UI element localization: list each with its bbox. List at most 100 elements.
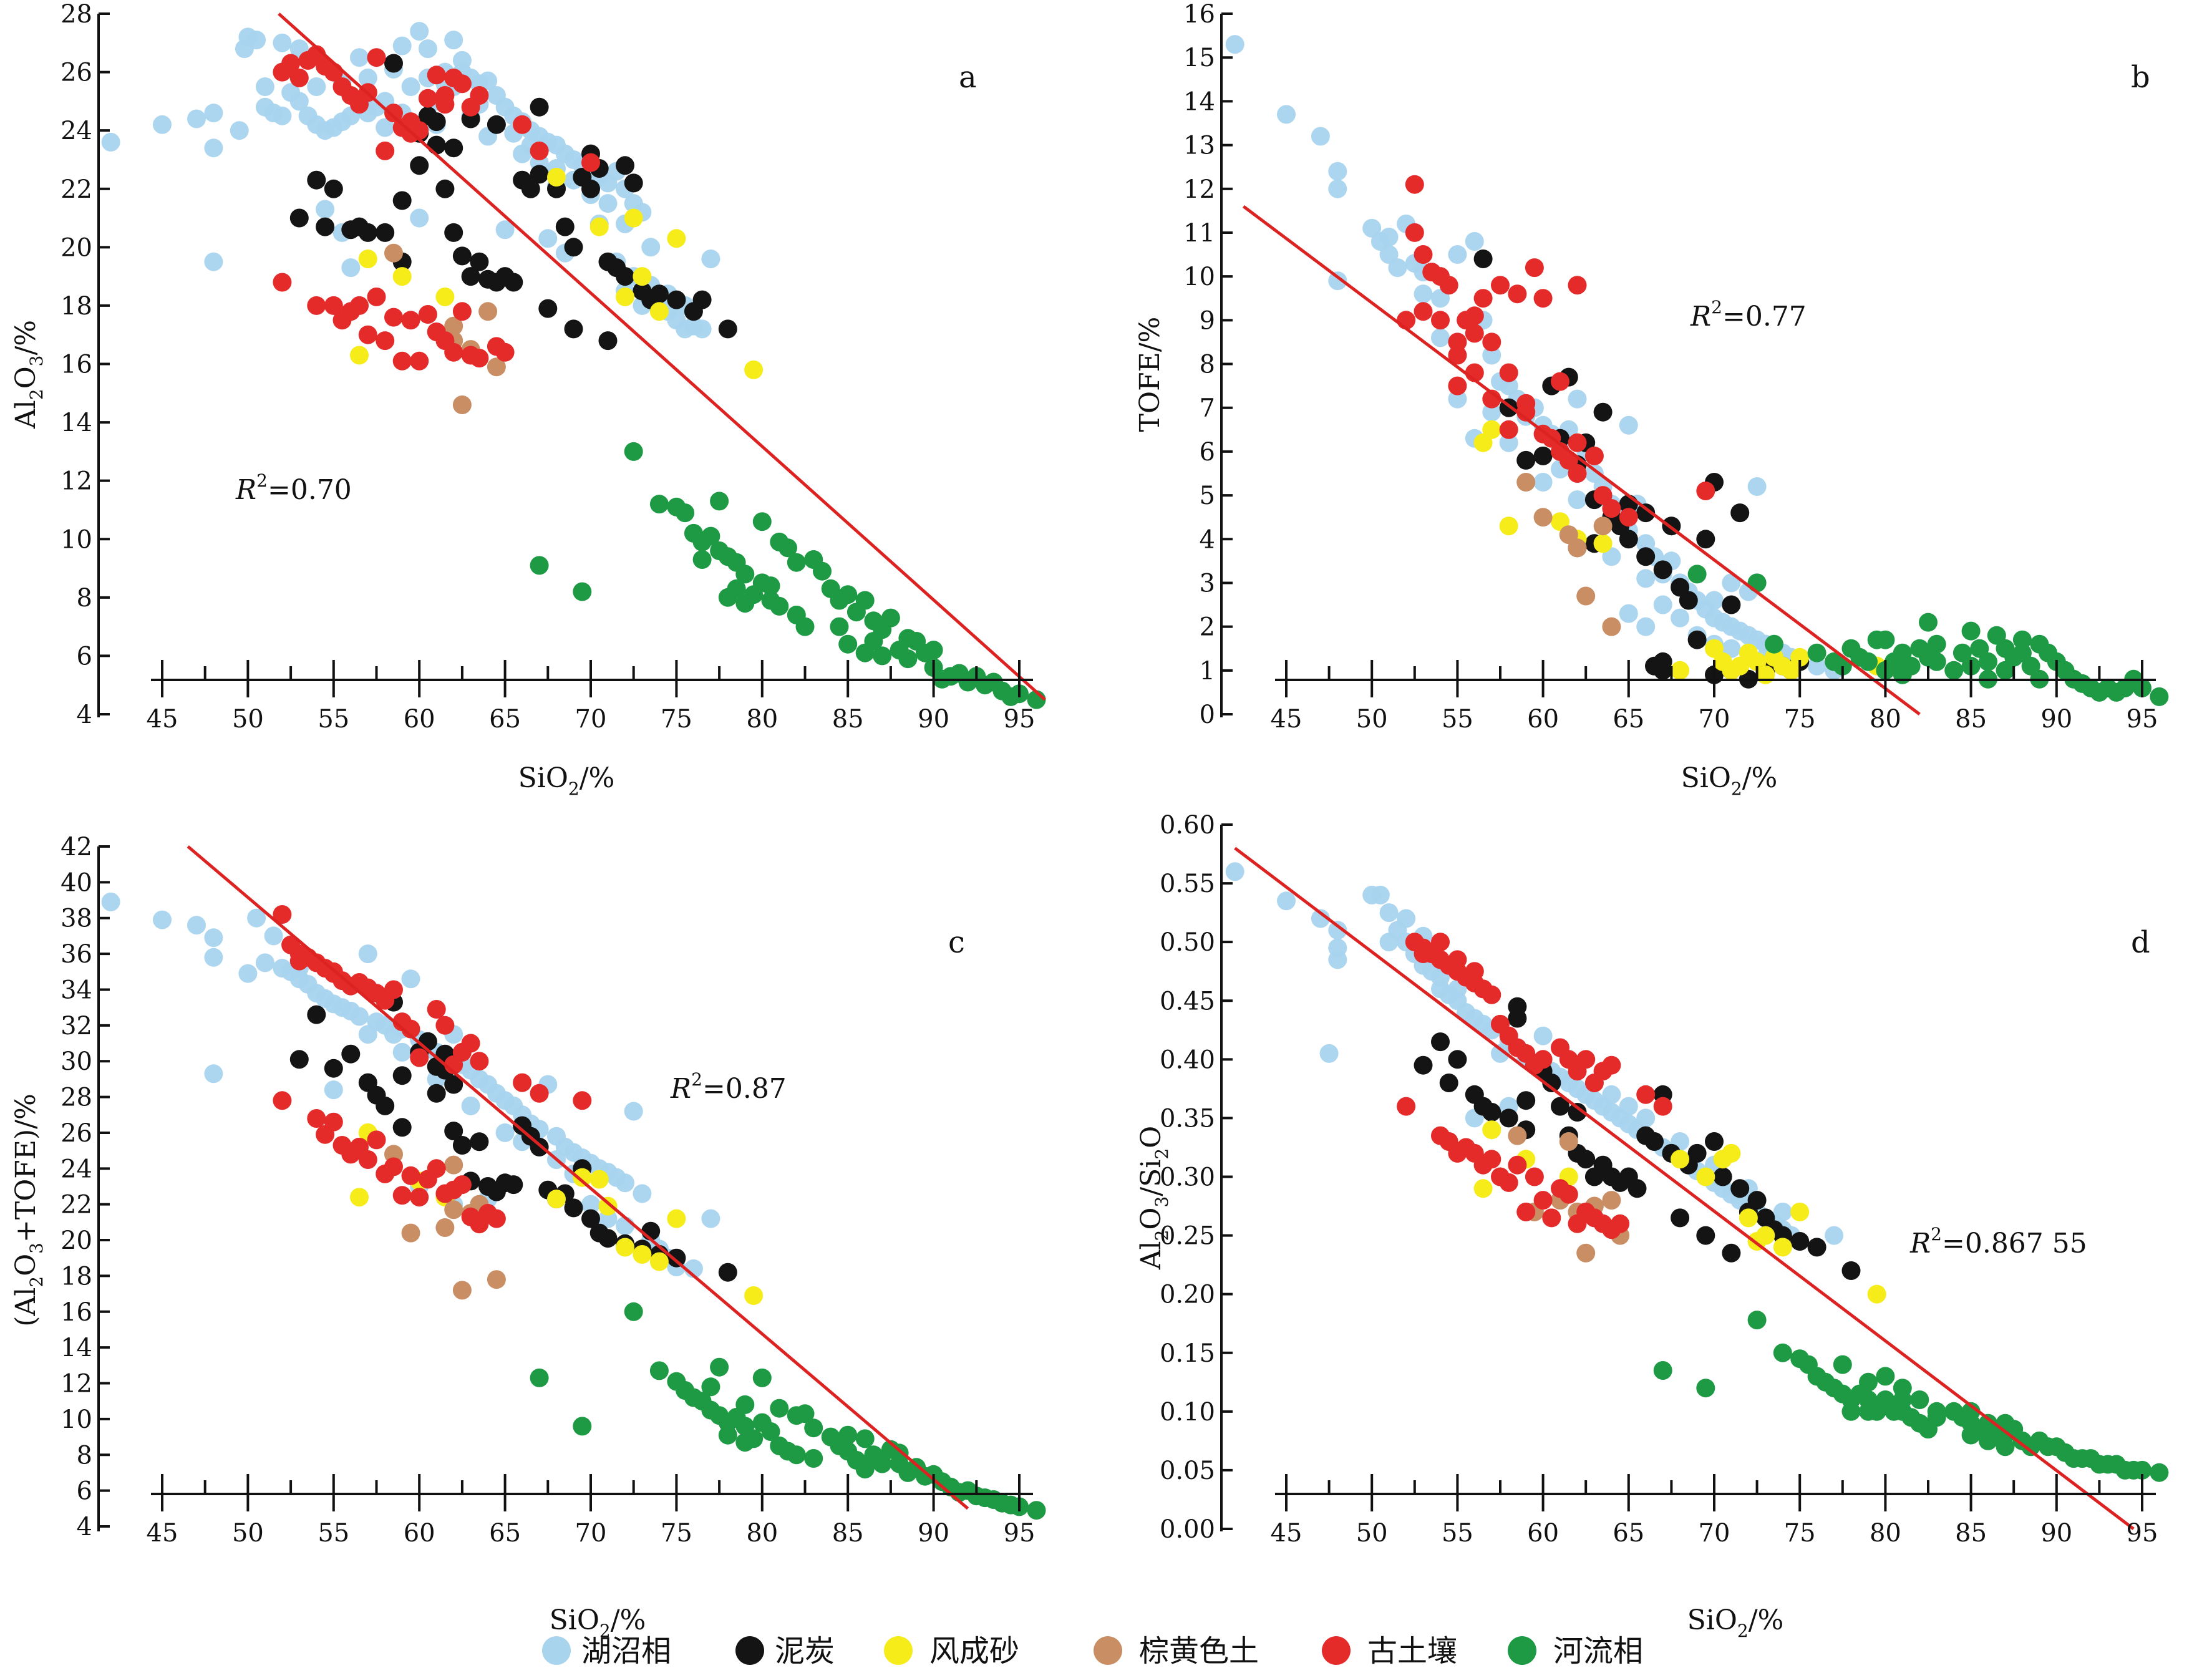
chart-b-point-fluvial xyxy=(1807,643,1826,662)
chart-a-point-fluvial xyxy=(787,553,806,572)
chart-a-point-paleosol xyxy=(392,351,412,371)
chart-a-point-lake xyxy=(153,115,172,134)
chart-a-point-lake xyxy=(341,258,361,278)
chart-d-point-lake xyxy=(1328,921,1347,940)
legend-swatch-peat xyxy=(735,1636,764,1665)
chart-a-point-lake xyxy=(204,104,223,123)
chart-d-point-aeolian xyxy=(1773,1238,1792,1257)
chart-a-x-ticks: 45 50 55 60 65 70 75 80 85 90 95 xyxy=(147,660,1035,734)
chart-a-point-paleosol xyxy=(307,296,326,315)
chart-a-x-tick-label: 45 xyxy=(147,705,178,734)
chart-d-point-fluvial xyxy=(1833,1355,1852,1374)
chart-d-point-paleosol xyxy=(1482,1150,1501,1169)
chart-a-point-paleosol xyxy=(452,302,472,321)
legend-label-aeolian: 风成砂 xyxy=(929,1634,1019,1668)
chart-d-point-peat xyxy=(1790,1232,1810,1251)
chart-b-x-tick-label: 90 xyxy=(2040,705,2072,734)
chart-a-point-lake xyxy=(255,77,274,96)
chart-d-point-lake xyxy=(1319,1044,1339,1063)
chart-c-x-tick-label: 50 xyxy=(232,1519,264,1548)
chart-c-points xyxy=(101,892,1046,1520)
chart-a-point-peat xyxy=(427,135,446,155)
chart-c-point-aeolian xyxy=(350,1188,369,1207)
chart-b-y-tick-label: 6 xyxy=(1200,438,1215,467)
chart-d-point-peat xyxy=(1705,1132,1724,1151)
chart-b-point-paleosol xyxy=(1568,464,1587,483)
chart-b-point-peat xyxy=(1653,652,1672,671)
chart-a-point-fluvial xyxy=(855,591,875,610)
chart-c-point-paleosol xyxy=(452,1175,472,1195)
chart-c-point-fluvial xyxy=(649,1361,669,1380)
chart-c-point-aeolian xyxy=(649,1252,669,1271)
chart-a-point-lake xyxy=(204,252,223,271)
chart-c-point-aeolian xyxy=(667,1209,686,1228)
chart-c-point-aeolian xyxy=(547,1190,566,1209)
chart-c-point-fluvial xyxy=(804,1449,823,1468)
chart-a-point-fluvial xyxy=(692,550,712,569)
chart-b-point-lake xyxy=(1636,569,1656,588)
chart-a-point-peat xyxy=(718,319,737,339)
chart-c-point-paleosol xyxy=(401,1166,420,1185)
chart-c-point-fluvial xyxy=(530,1368,549,1387)
chart-a-point-fluvial xyxy=(573,582,592,601)
chart-c-point-lake xyxy=(358,1025,377,1044)
chart-a-point-fluvial xyxy=(770,596,789,616)
chart-c-point-lake xyxy=(204,928,223,948)
chart-a-point-lake xyxy=(392,36,412,56)
chart-d-point-peat xyxy=(1431,1032,1450,1052)
chart-c-point-paleosol xyxy=(384,1157,403,1176)
chart-c-point-peat xyxy=(376,1096,395,1115)
chart-b-point-peat xyxy=(1653,560,1672,579)
chart-a-point-lake xyxy=(418,39,437,59)
chart-c-y-tick-label: 22 xyxy=(61,1191,92,1219)
chart-d-y-tick-label: 0.05 xyxy=(1160,1457,1215,1485)
chart-d-point-peat xyxy=(1730,1179,1750,1198)
chart-d-point-fluvial xyxy=(1961,1402,1981,1421)
chart-d-point-fluvial xyxy=(1859,1372,1878,1392)
chart-d-x-ticks: 45 50 55 60 65 70 75 80 85 90 95 xyxy=(1271,1474,2158,1548)
chart-d-point-peat xyxy=(1516,1091,1536,1110)
chart-a-x-tick-label: 85 xyxy=(832,705,864,734)
chart-c-point-paleosol xyxy=(435,1016,455,1035)
chart-a-point-peat xyxy=(667,290,686,309)
chart-a-x-axis-title: SiO2/% xyxy=(518,762,615,799)
chart-b-point-brown xyxy=(1602,617,1621,636)
chart-a-y-ticks: 4 6 8 10 12 14 16 18 20 22 24 26 28 xyxy=(61,0,110,729)
chart-d-point-aeolian xyxy=(1473,1179,1493,1198)
chart-d-point-fluvial xyxy=(1653,1361,1672,1380)
chart-a-point-peat xyxy=(418,106,437,125)
chart-b-x-tick-label: 70 xyxy=(1699,705,1730,734)
chart-a-point-fluvial xyxy=(530,556,549,575)
chart-c-point-paleosol xyxy=(392,1186,412,1205)
chart-b-y-tick-label: 1 xyxy=(1200,657,1215,686)
legend-item-brown: 棕黄色土 xyxy=(1094,1634,1259,1668)
chart-a-point-peat xyxy=(564,238,583,257)
chart-c-point-lake xyxy=(324,994,343,1014)
chart-c-point-peat xyxy=(470,1132,489,1152)
chart-a-point-peat xyxy=(444,138,463,158)
chart-a-point-fluvial xyxy=(795,617,815,636)
chart-d-y-tick-label: 0.00 xyxy=(1160,1515,1215,1544)
chart-c-point-paleosol xyxy=(358,1150,377,1169)
chart-a-point-aeolian xyxy=(350,346,369,365)
chart-d-x-tick-label: 55 xyxy=(1442,1519,1473,1548)
chart-a-point-paleosol xyxy=(418,305,437,324)
chart-a-point-fluvial xyxy=(881,608,900,628)
chart-b-point-aeolian xyxy=(1482,420,1501,439)
chart-b-points xyxy=(1225,35,2169,706)
chart-a-point-peat xyxy=(649,284,669,304)
chart-d-point-paleosol xyxy=(1533,1050,1553,1069)
chart-c-x-tick-label: 45 xyxy=(147,1519,178,1548)
chart-a-point-paleosol xyxy=(401,311,420,330)
chart-c-point-brown xyxy=(452,1281,472,1300)
chart-a-point-lake xyxy=(478,71,498,90)
chart-a-y-tick-label: 26 xyxy=(61,59,92,87)
legend-item-fluvial: 河流相 xyxy=(1508,1634,1643,1668)
chart-c-point-paleosol xyxy=(470,1052,489,1071)
chart-b-point-lake xyxy=(1568,490,1587,510)
chart-d-point-paleosol xyxy=(1559,1185,1578,1204)
chart-a-point-paleosol xyxy=(273,273,292,292)
chart-d-r2-value: =0.867 55 xyxy=(1942,1228,2087,1259)
chart-d-point-lake xyxy=(1379,903,1399,923)
chart-b-point-lake xyxy=(1807,656,1826,676)
